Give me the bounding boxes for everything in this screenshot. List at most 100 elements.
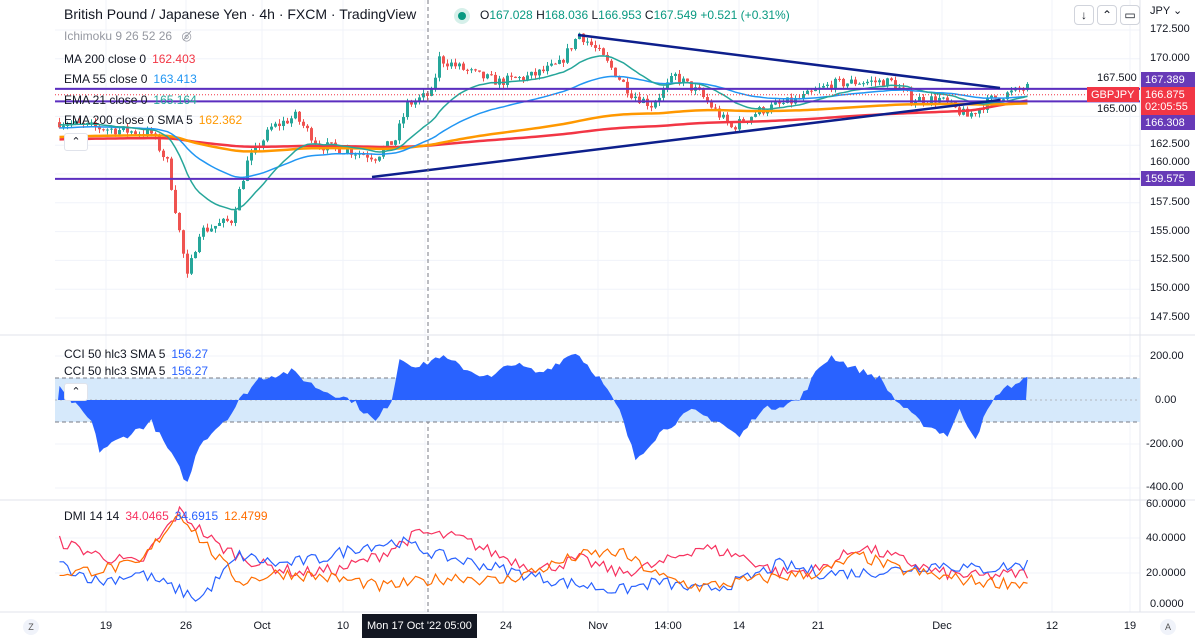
timezone-button[interactable]: Z [23,619,39,635]
candle-body [1026,83,1029,90]
candle-body [778,102,781,104]
cci-tick: -200.00 [1146,438,1184,450]
candle-body [210,228,213,232]
ema200-line [59,102,1028,153]
candle-body [806,90,809,95]
candle-body [690,81,693,91]
candle-body [398,123,401,141]
candle-body [678,73,681,83]
candle-body [850,79,853,84]
candle-body [882,80,885,87]
time-label: 10 [336,620,350,632]
candle-body [970,113,973,117]
indicator-ema200-sma[interactable]: EMA 200 close 0 SMA 5 162.362 [64,113,243,127]
cci-tick: 200.00 [1150,350,1184,362]
indicator-ema55[interactable]: EMA 55 close 0 163.413 [64,72,197,86]
candle-body [394,140,397,145]
candle-body [202,227,205,237]
candle-body [298,111,301,122]
candle-body [594,45,597,48]
candle-body [870,80,873,82]
candle-body [510,75,513,77]
price-tick: 147.500 [1150,311,1190,323]
collapse-pane-button[interactable]: ⌃ [1097,5,1117,25]
candle-body [278,123,281,127]
candle-body [514,76,517,78]
candle-body [234,210,237,223]
candle-body [102,129,105,131]
time-label: Nov [588,620,608,632]
candle-body [530,71,533,76]
indicator-ma200[interactable]: MA 200 close 0 162.403 [64,52,196,66]
candle-body [726,114,729,123]
candle-body [554,63,557,65]
candle-body [782,102,785,104]
candle-body [406,101,409,118]
candle-body [862,83,865,85]
candle-body [482,71,485,79]
time-label: 26 [179,620,193,632]
candle-body [458,63,461,67]
trendline-lower [371,98,1001,179]
candle-body [350,149,353,155]
price-tick: 165.000 [1097,103,1137,115]
candle-body [582,33,585,43]
fullscreen-button[interactable]: ▭ [1120,5,1140,25]
time-label: 14 [732,620,746,632]
candle-body [282,120,285,127]
candle-body [502,78,505,85]
hidden-eye-icon[interactable]: ◎̸ [181,29,192,43]
candle-body [946,97,949,103]
indicator-ema21[interactable]: EMA 21 close 0 165.164 [64,93,197,107]
candle-body [682,78,685,83]
auto-scale-button[interactable]: A [1160,619,1176,635]
candle-body [930,96,933,104]
candle-body [174,189,177,213]
candle-body [686,78,689,82]
dmi-legend[interactable]: DMI 14 14 34.0465 34.6915 12.4799 [64,509,268,523]
candle-body [646,98,649,106]
candle-body [490,74,493,76]
collapse-cci-button[interactable]: ⌃ [64,383,88,401]
candle-body [978,108,981,114]
cci-legend-2[interactable]: CCI 50 hlc3 SMA 5 156.27 [64,364,209,378]
candle-body [230,220,233,223]
candle-body [414,101,417,105]
candle-body [370,157,373,160]
candle-body [222,218,225,223]
candle-body [262,140,265,148]
candle-body [662,88,665,98]
indicator-ichimoku[interactable]: Ichimoku 9 26 52 26 ◎̸ [64,29,192,43]
candle-body [466,69,469,71]
collapse-legend-button[interactable]: ⌃ [64,133,88,151]
candle-body [842,78,845,87]
candle-body [718,108,721,118]
time-label: Oct [253,620,271,632]
candle-body [270,126,273,130]
candle-body [658,97,661,102]
candle-body [486,74,489,79]
candle-body [246,160,249,181]
scroll-down-button[interactable]: ↓ [1074,5,1094,25]
candle-body [802,94,805,99]
candle-body [74,121,77,124]
candle-body [586,41,589,43]
cci-legend[interactable]: CCI 50 hlc3 SMA 5 156.27 [64,347,209,361]
candle-body [826,84,829,87]
candle-body [634,96,637,99]
candle-body [562,59,565,63]
candle-body [374,159,377,161]
candle-body [990,95,993,98]
candle-body [590,41,593,46]
currency-selector[interactable]: JPY ⌄ [1150,5,1183,17]
candle-body [114,128,117,135]
candle-body [382,148,385,157]
time-label: 19 [1123,620,1137,632]
time-label: 21 [811,620,825,632]
candle-body [914,101,917,104]
candle-body [218,222,221,226]
candle-body [654,101,657,108]
candle-body [894,80,897,90]
candle-body [274,123,277,127]
